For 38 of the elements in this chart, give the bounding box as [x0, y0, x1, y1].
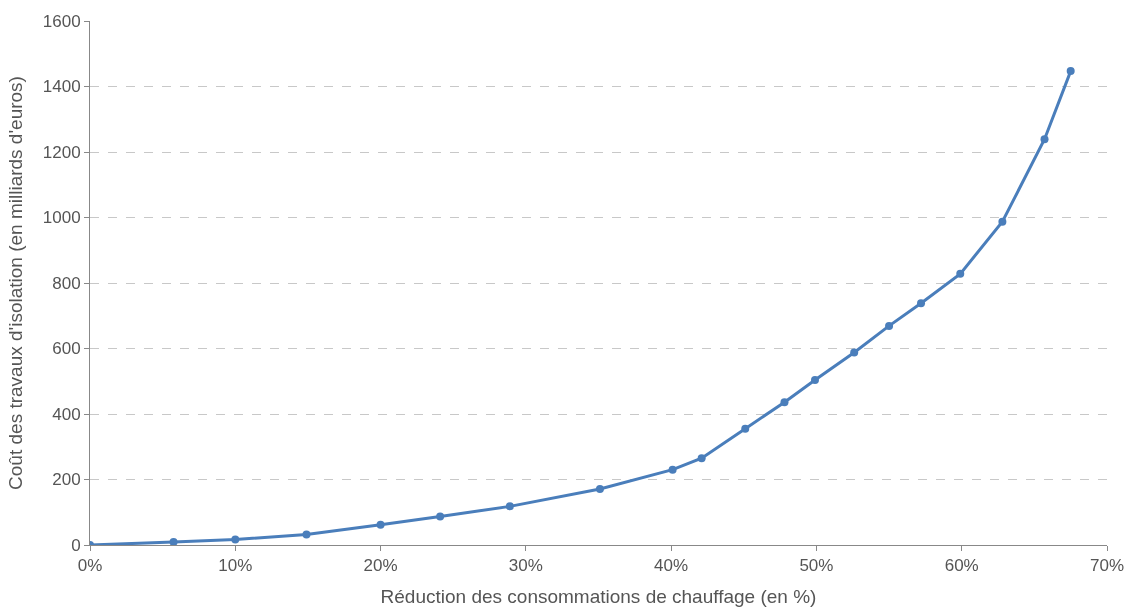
x-tick-label: 0% — [77, 556, 103, 576]
x-tick-label: 70% — [1089, 556, 1125, 576]
point — [885, 321, 894, 330]
y-tick-label: 600 — [52, 339, 81, 359]
point — [850, 348, 859, 357]
x-tick-label: 10% — [218, 556, 253, 576]
x-tick-label: 20% — [363, 556, 398, 576]
y-tick-label: 800 — [52, 273, 81, 293]
point — [1066, 67, 1075, 76]
y-tick-label: 200 — [52, 470, 81, 490]
y-tick-label: 1600 — [42, 11, 81, 31]
y-tick-label: 1000 — [42, 208, 81, 228]
point — [376, 520, 385, 529]
x-axis-title: Réduction des consommations de chauffage (en %) — [380, 586, 817, 608]
point — [595, 485, 604, 493]
point — [302, 530, 311, 539]
point — [741, 424, 750, 433]
x-tick-label: 30% — [508, 556, 543, 576]
y-tick-label: 1400 — [42, 77, 81, 97]
x-tick-label: 50% — [799, 556, 834, 576]
point — [956, 269, 965, 278]
point — [780, 398, 789, 407]
point — [668, 465, 677, 474]
point — [169, 538, 178, 545]
point — [917, 299, 926, 308]
point — [436, 512, 445, 521]
x-tick-label: 40% — [654, 556, 689, 576]
point — [505, 502, 514, 511]
point — [231, 535, 240, 544]
point — [1040, 135, 1049, 144]
point — [810, 375, 819, 384]
x-tick-label: 60% — [944, 556, 979, 576]
point — [697, 454, 706, 463]
point — [998, 217, 1007, 226]
y-tick-label: 0 — [71, 535, 81, 555]
y-axis-title: Coût des travaux d'isolation (en milliards d'euros) — [4, 76, 26, 490]
y-tick-label: 400 — [52, 404, 81, 424]
y-tick-label: 1200 — [42, 142, 81, 162]
